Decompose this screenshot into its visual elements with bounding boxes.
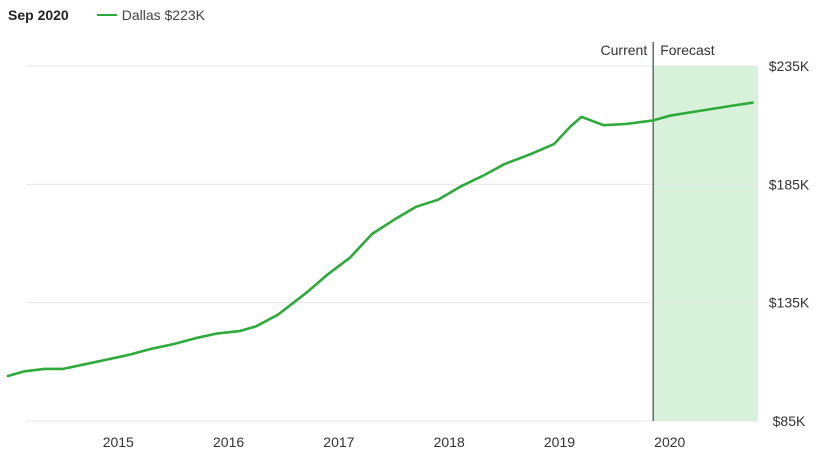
- series-line-dallas[interactable]: [6, 101, 754, 378]
- y-tick-label-0: $85K: [773, 413, 806, 429]
- x-tick-label-2: 2017: [323, 434, 354, 450]
- legend-item-dallas[interactable]: Dallas $223K: [96, 7, 205, 23]
- forecast-label: Forecast: [660, 42, 715, 58]
- forecast-region: [653, 66, 758, 421]
- x-tick-label-1: 2016: [213, 434, 244, 450]
- chart-header: Sep 2020 Dallas $223K: [8, 6, 205, 24]
- x-tick-label-3: 2018: [434, 434, 465, 450]
- x-tick-label-0: 2015: [103, 434, 134, 450]
- y-tick-label-2: $185K: [769, 176, 810, 192]
- y-tick-label-1: $135K: [769, 295, 810, 311]
- legend-label: Dallas $223K: [121, 7, 205, 23]
- period-label: Sep 2020: [8, 7, 69, 23]
- current-label: Current: [601, 42, 648, 58]
- legend-swatch: [96, 14, 117, 16]
- x-tick-label-5: 2020: [654, 434, 685, 450]
- y-tick-label-3: $235K: [769, 58, 810, 74]
- x-tick-label-4: 2019: [544, 434, 575, 450]
